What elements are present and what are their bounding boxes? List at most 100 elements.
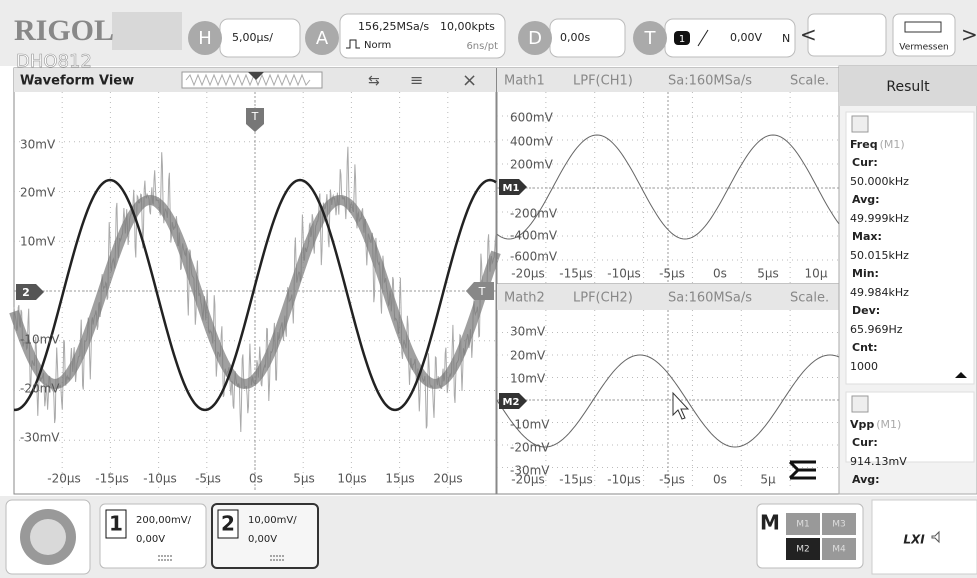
zoom-pointer: [248, 72, 264, 80]
ch2-number: 2: [221, 512, 235, 536]
y-tick-label: -10mV: [20, 333, 60, 347]
a-label: A: [316, 28, 329, 49]
x-tick-label: 5µ: [760, 473, 776, 487]
math-scale: Scale.: [790, 74, 829, 89]
measure-row-label: Avg:: [852, 193, 880, 206]
ch1-offset: 0,00V: [136, 534, 165, 545]
lxi-box: [871, 499, 977, 575]
x-tick-label: -15µs: [95, 472, 129, 486]
measure-name: Freq: [850, 138, 878, 151]
y-tick-label: 10mV: [20, 235, 56, 249]
channel-marker-label: 2: [22, 286, 30, 299]
trigger-marker: [246, 108, 264, 132]
scroll-arrow[interactable]: [955, 372, 967, 378]
math2-marker-label: M2: [503, 397, 520, 408]
channel-marker: [16, 284, 44, 300]
h-label-circle[interactable]: [188, 21, 222, 55]
trig-mode: N: [782, 32, 790, 45]
ch1-trace: [14, 178, 497, 412]
measure-row-value: 49.984kHz: [850, 286, 909, 299]
y-tick-label: 600mV: [510, 111, 554, 125]
x-tick-label: 0s: [249, 472, 263, 486]
measure-row-value: 50.015kHz: [850, 249, 909, 262]
y-tick-label: 30mV: [20, 138, 56, 152]
ch1-coupling-icon: [158, 555, 172, 561]
acq-mode: Norm: [364, 40, 391, 51]
x-tick-label: 10µs: [337, 472, 366, 486]
y-tick-label: -600mV: [510, 250, 558, 264]
y-tick-label: 20mV: [20, 186, 56, 200]
lxi-label: LXI: [903, 533, 925, 547]
measure-row-value: 49.999kHz: [850, 212, 909, 225]
x-tick-label: -15µs: [559, 473, 593, 487]
y-tick-label: -200mV: [510, 207, 558, 221]
math-sample-rate: Sa:160MSa/s: [668, 74, 752, 89]
y-tick-label: 200mV: [510, 158, 554, 172]
measure-label: Vermessen: [899, 43, 948, 53]
measure-icon: [851, 115, 869, 133]
d-label: D: [528, 28, 542, 49]
math1-marker-label: M1: [503, 183, 520, 194]
blank-button[interactable]: [807, 13, 887, 57]
y-tick-label: -30mV: [20, 431, 60, 445]
y-tick-label: 30mV: [510, 325, 546, 339]
x-tick-label: -5µs: [659, 267, 685, 281]
math-name: Math2: [504, 291, 545, 306]
math-button-label: M2: [796, 545, 810, 555]
measure-name: Vpp: [850, 418, 874, 431]
right-trigger-marker: [466, 282, 494, 300]
y-tick-label: 10mV: [510, 372, 546, 386]
x-tick-label: -5µs: [659, 473, 685, 487]
arrow-left[interactable]: <: [800, 23, 817, 47]
close-icon[interactable]: ×: [462, 70, 477, 91]
h-label: H: [198, 28, 212, 49]
y-tick-label: -30mV: [510, 464, 550, 478]
sample-rate: 156,25MSa/s: [358, 20, 429, 33]
math2-titlebar: [497, 284, 839, 310]
math-button[interactable]: [822, 538, 856, 560]
math-button[interactable]: [822, 513, 856, 535]
pan-icon[interactable]: ⇆: [368, 73, 380, 89]
a-label-circle[interactable]: [305, 21, 339, 55]
ch2-badge: [217, 509, 239, 539]
ch2-offset: 0,00V: [248, 534, 277, 545]
math-function: LPF(CH1): [573, 74, 633, 89]
math1-marker: [499, 179, 527, 195]
measure-row-label: Min:: [852, 267, 879, 280]
math-sample-rate: Sa:160MSa/s: [668, 291, 752, 306]
trigger-label-circle[interactable]: [633, 21, 667, 55]
x-tick-label: 0s: [713, 267, 727, 281]
x-tick-label: 10µ: [805, 267, 828, 281]
y-tick-label: 20mV: [510, 349, 546, 363]
x-tick-label: -20µs: [511, 473, 545, 487]
result-title: Result: [886, 79, 930, 95]
gear-center: [30, 519, 66, 555]
result-titlebar: [839, 66, 977, 106]
ch1-number: 1: [109, 512, 123, 536]
d-label-circle[interactable]: [518, 21, 552, 55]
zoom-wave: [185, 73, 311, 87]
acquire-box[interactable]: [339, 13, 506, 59]
x-tick-label: -20µs: [47, 472, 81, 486]
list-icon[interactable]: [788, 460, 816, 480]
measure-icon: [851, 395, 869, 413]
pulse-icon: [346, 39, 360, 49]
ch2-trace: [9, 194, 501, 389]
math1-trace: [496, 134, 840, 240]
mouse-cursor[interactable]: [672, 391, 690, 420]
menu-icon[interactable]: ≡: [410, 71, 423, 90]
x-tick-label: 20µs: [433, 472, 462, 486]
measure-row-label: Cnt:: [852, 341, 878, 354]
measure-button[interactable]: [892, 13, 956, 57]
y-tick-label: -20mV: [510, 441, 550, 455]
measure-row-label: Cur:: [852, 436, 878, 449]
math-button[interactable]: [786, 513, 820, 535]
x-tick-label: -10µs: [143, 472, 177, 486]
result-item-bg: [845, 111, 975, 385]
slope-icon: [697, 29, 709, 47]
speaker-icon[interactable]: [931, 530, 940, 544]
math-button[interactable]: [786, 538, 820, 560]
arrow-right[interactable]: >: [961, 23, 977, 47]
ns-per-pt: 6ns/pt: [466, 41, 498, 52]
